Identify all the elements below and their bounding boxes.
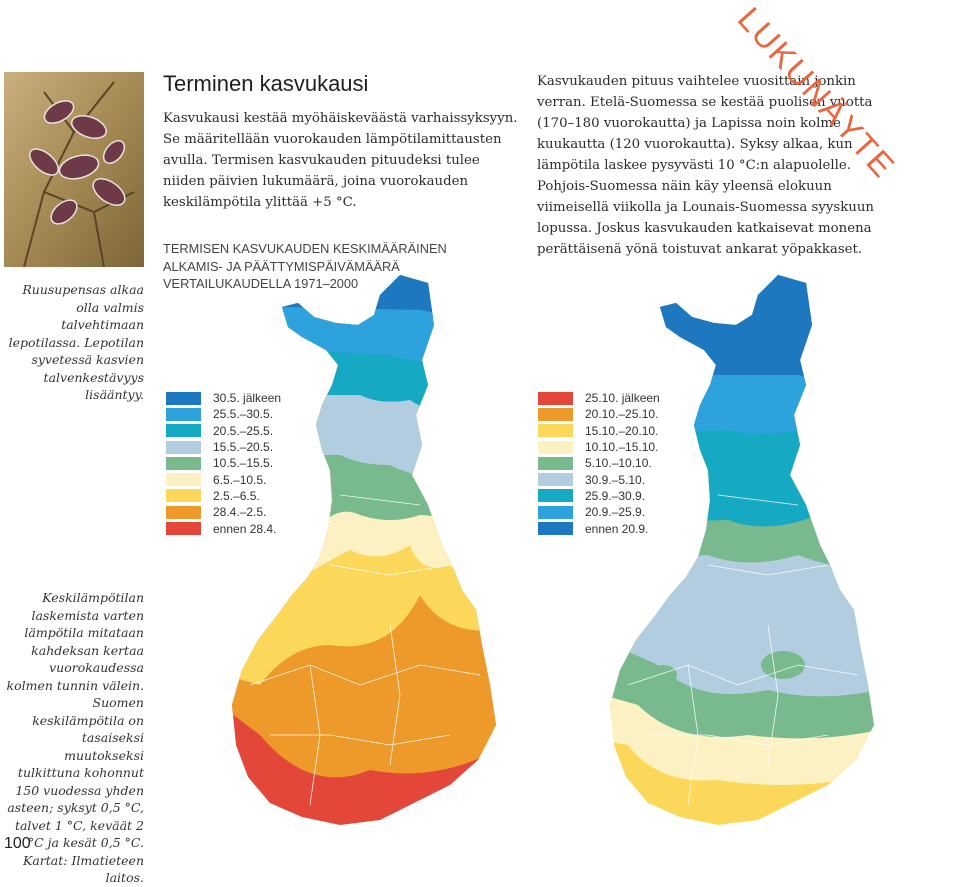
end-legend-swatch — [538, 440, 573, 454]
end-date-legend: 25.10. jälkeen 20.10.–25.10. 15.10.–20.10.… — [538, 390, 660, 537]
end-legend-label: 5.10.–10.10. — [585, 456, 652, 471]
page-number: 100 — [4, 835, 31, 852]
intro-paragraph: Kasvukausi kestää myöhäiskeväästä varhai… — [163, 108, 518, 213]
start-legend-swatch — [166, 505, 201, 519]
start-legend-row: 28.4.–2.5. — [166, 504, 281, 520]
start-legend-swatch — [166, 407, 201, 421]
start-legend-label: 30.5. jälkeen — [213, 391, 282, 406]
right-paragraph: Kasvukauden pituus vaihtelee vuosittain … — [537, 71, 894, 260]
end-legend-swatch — [538, 473, 573, 487]
end-legend-label: 10.10.–15.10. — [585, 440, 659, 455]
start-map-zones — [232, 275, 496, 825]
end-legend-row: 20.9.–25.9. — [538, 504, 660, 520]
start-legend-label: 15.5.–20.5. — [213, 440, 274, 455]
end-legend-label: ennen 20.9. — [585, 521, 649, 536]
end-legend-swatch — [538, 489, 573, 503]
end-legend-row: 30.9.–5.10. — [538, 471, 660, 487]
end-legend-row: 5.10.–10.10. — [538, 455, 660, 471]
start-legend-row: 6.5.–10.5. — [166, 471, 281, 487]
start-legend-label: 25.5.–30.5. — [213, 407, 274, 422]
start-legend-label: 2.5.–6.5. — [213, 488, 260, 503]
right-text: Kasvukauden pituus vaihtelee vuosittain … — [537, 74, 874, 257]
map-subtitle-line-2: ALKAMIS- JA PÄÄTTYMISPÄIVÄMÄÄRÄ — [163, 258, 400, 274]
end-legend-label: 25.10. jälkeen — [585, 391, 660, 406]
start-legend-swatch — [166, 489, 201, 503]
start-legend-swatch — [166, 440, 201, 454]
end-legend-row: 25.9.–30.9. — [538, 488, 660, 504]
side-note: Keskilämpötilan laskemista varten lämpöt… — [6, 590, 145, 885]
end-legend-swatch — [538, 505, 573, 519]
photo-caption: Ruusupensas alkaa olla valmis talvehtima… — [8, 282, 144, 402]
map-subtitle-line-1: TERMISEN KASVUKAUDEN KESKIMÄÄRÄINEN — [163, 241, 447, 256]
start-legend-row: 30.5. jälkeen — [166, 390, 281, 406]
start-legend-row: 10.5.–15.5. — [166, 455, 281, 471]
end-legend-row: ennen 20.9. — [538, 520, 660, 536]
end-date-map — [610, 275, 874, 825]
start-legend-label: ennen 28.4. — [213, 521, 277, 536]
start-date-map — [232, 275, 496, 825]
end-legend-swatch — [538, 456, 573, 470]
end-legend-label: 25.9.–30.9. — [585, 488, 646, 503]
intro-text: Kasvukausi kestää myöhäiskeväästä varhai… — [163, 111, 518, 210]
start-legend-swatch — [166, 522, 201, 536]
end-legend-label: 20.9.–25.9. — [585, 505, 646, 520]
start-legend-label: 6.5.–10.5. — [213, 472, 267, 487]
page-title: Terminen kasvukausi — [163, 71, 369, 96]
start-legend-swatch — [166, 391, 201, 405]
end-map-region-borders — [627, 494, 859, 806]
start-legend-label: 20.5.–25.5. — [213, 423, 274, 438]
start-legend-label: 10.5.–15.5. — [213, 456, 274, 471]
end-legend-swatch — [538, 424, 573, 438]
end-map-zones — [610, 275, 874, 825]
start-legend-swatch — [166, 456, 201, 470]
start-legend-row: ennen 28.4. — [166, 520, 281, 536]
start-legend-row: 25.5.–30.5. — [166, 406, 281, 422]
start-date-legend: 30.5. jälkeen 25.5.–30.5. 20.5.–25.5. 15.5.… — [166, 390, 281, 537]
start-legend-row: 2.5.–6.5. — [166, 488, 281, 504]
end-legend-row: 20.10.–25.10. — [538, 406, 660, 422]
end-legend-label: 20.10.–25.10. — [585, 407, 659, 422]
end-legend-row: 15.10.–20.10. — [538, 423, 660, 439]
start-legend-row: 15.5.–20.5. — [166, 439, 281, 455]
end-legend-label: 15.10.–20.10. — [585, 423, 659, 438]
map-subtitle: TERMISEN KASVUKAUDEN KESKIMÄÄRÄINEN ALKA… — [163, 240, 463, 293]
start-legend-row: 20.5.–25.5. — [166, 423, 281, 439]
end-legend-label: 30.9.–5.10. — [585, 472, 646, 487]
end-legend-swatch — [538, 391, 573, 405]
end-legend-row: 10.10.–15.10. — [538, 439, 660, 455]
end-legend-swatch — [538, 522, 573, 536]
frosty-rose-photo — [4, 72, 144, 267]
start-map-region-borders — [249, 494, 481, 806]
end-legend-swatch — [538, 407, 573, 421]
end-legend-row: 25.10. jälkeen — [538, 390, 660, 406]
start-legend-swatch — [166, 473, 201, 487]
start-legend-swatch — [166, 424, 201, 438]
map-subtitle-line-3: VERTAILUKAUDELLA 1971–2000 — [163, 276, 359, 291]
start-legend-label: 28.4.–2.5. — [213, 505, 267, 520]
